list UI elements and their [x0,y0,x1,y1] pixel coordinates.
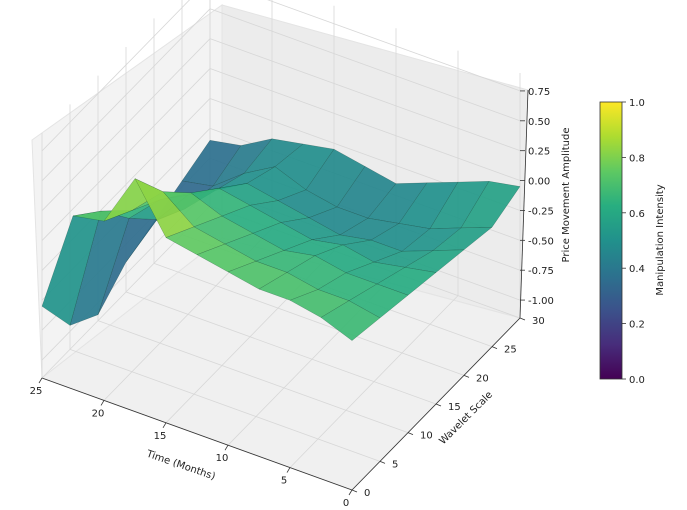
z-tick-label: 0.75 [528,87,550,98]
colorbar-fill [599,101,623,380]
y-tick-label: 10 [420,431,433,442]
x-tick-label: 10 [216,453,229,464]
x-axis-ticks: 0 5 10 15 20 25 [30,377,353,509]
colorbar: 0.0 0.2 0.4 0.6 0.8 1.0 Manipulation Intensit… [599,98,666,386]
grid-line-z-back [209,68,521,181]
grid-line-z-left [41,68,211,241]
y-tick-label: 25 [504,345,517,356]
grid-line-y [125,291,437,405]
y-tick-label: 0 [364,488,370,499]
x-tick-label: 5 [281,476,287,487]
y-tick-mark [463,374,470,378]
x-tick-mark [286,467,291,473]
y-tick-mark [351,489,358,493]
grid-line-z-back [209,38,521,152]
colorbar-tick-label: 0.4 [629,264,645,275]
x-axis-label: Time (Months) [144,448,217,482]
z-tick-label: -0.25 [528,206,554,217]
x-tick-mark [162,422,167,429]
y-axis-ticks: 0 5 10 15 20 25 30 [351,316,545,499]
z-tick-label: -0.50 [528,236,554,247]
colorbar-tick-label: 0.2 [629,320,645,331]
grid-line-y [69,348,381,462]
y-tick-mark [435,403,442,407]
colorbar-tick-label: 0.6 [629,209,645,220]
colorbar-tick-label: 1.0 [629,98,645,109]
z-tick-label: 0.00 [528,177,550,188]
grid-line-z-back [209,8,521,122]
z-axis-label: Price Movement Amplitude [561,128,572,263]
x-tick-mark [224,444,229,451]
grid-line-z-left [41,38,211,211]
z-axis-ticks: -1.00 -0.75 -0.50 -0.25 0.00 0.25 0.50 0.75 [520,87,554,307]
z-tick-label: -0.75 [528,266,554,277]
y-axis-label: Wavelet Scale [437,389,495,447]
grid-line-y [97,320,409,434]
y-tick-label: 5 [392,459,398,470]
y-tick-mark [519,317,526,321]
colorbar-tick-label: 0.0 [629,375,645,386]
z-tick-label: -1.00 [528,296,554,307]
x-tick-label: 15 [154,431,167,442]
surface-patch [348,283,409,319]
y-tick-mark [407,432,414,436]
surface-plot [41,138,521,341]
y-tick-label: 20 [476,373,489,384]
colorbar-tick-label: 0.8 [629,153,645,164]
surface-patch [320,300,381,341]
y-tick-mark [379,460,386,464]
grid-line-z-left [41,8,211,182]
grid-line-z-back [267,0,521,92]
grid-line-z-left [41,0,190,152]
x-tick-label: 25 [30,386,43,397]
y-tick-mark [491,346,498,350]
y-tick-label: 15 [448,402,461,413]
x-tick-mark [100,400,105,406]
x-tick-label: 0 [343,498,349,509]
colorbar-ticks: 0.0 0.2 0.4 0.6 0.8 1.0 [622,98,645,386]
x-tick-label: 20 [92,408,105,419]
y-tick-label: 30 [532,316,545,327]
colorbar-label: Manipulation Intensity [655,184,666,295]
x-tick-mark [38,377,43,384]
surface-patch [432,226,493,251]
grid-line-y [153,262,465,376]
z-tick-label: 0.25 [528,147,550,158]
x-tick-mark [348,489,353,496]
z-tick-label: 0.50 [528,117,550,128]
